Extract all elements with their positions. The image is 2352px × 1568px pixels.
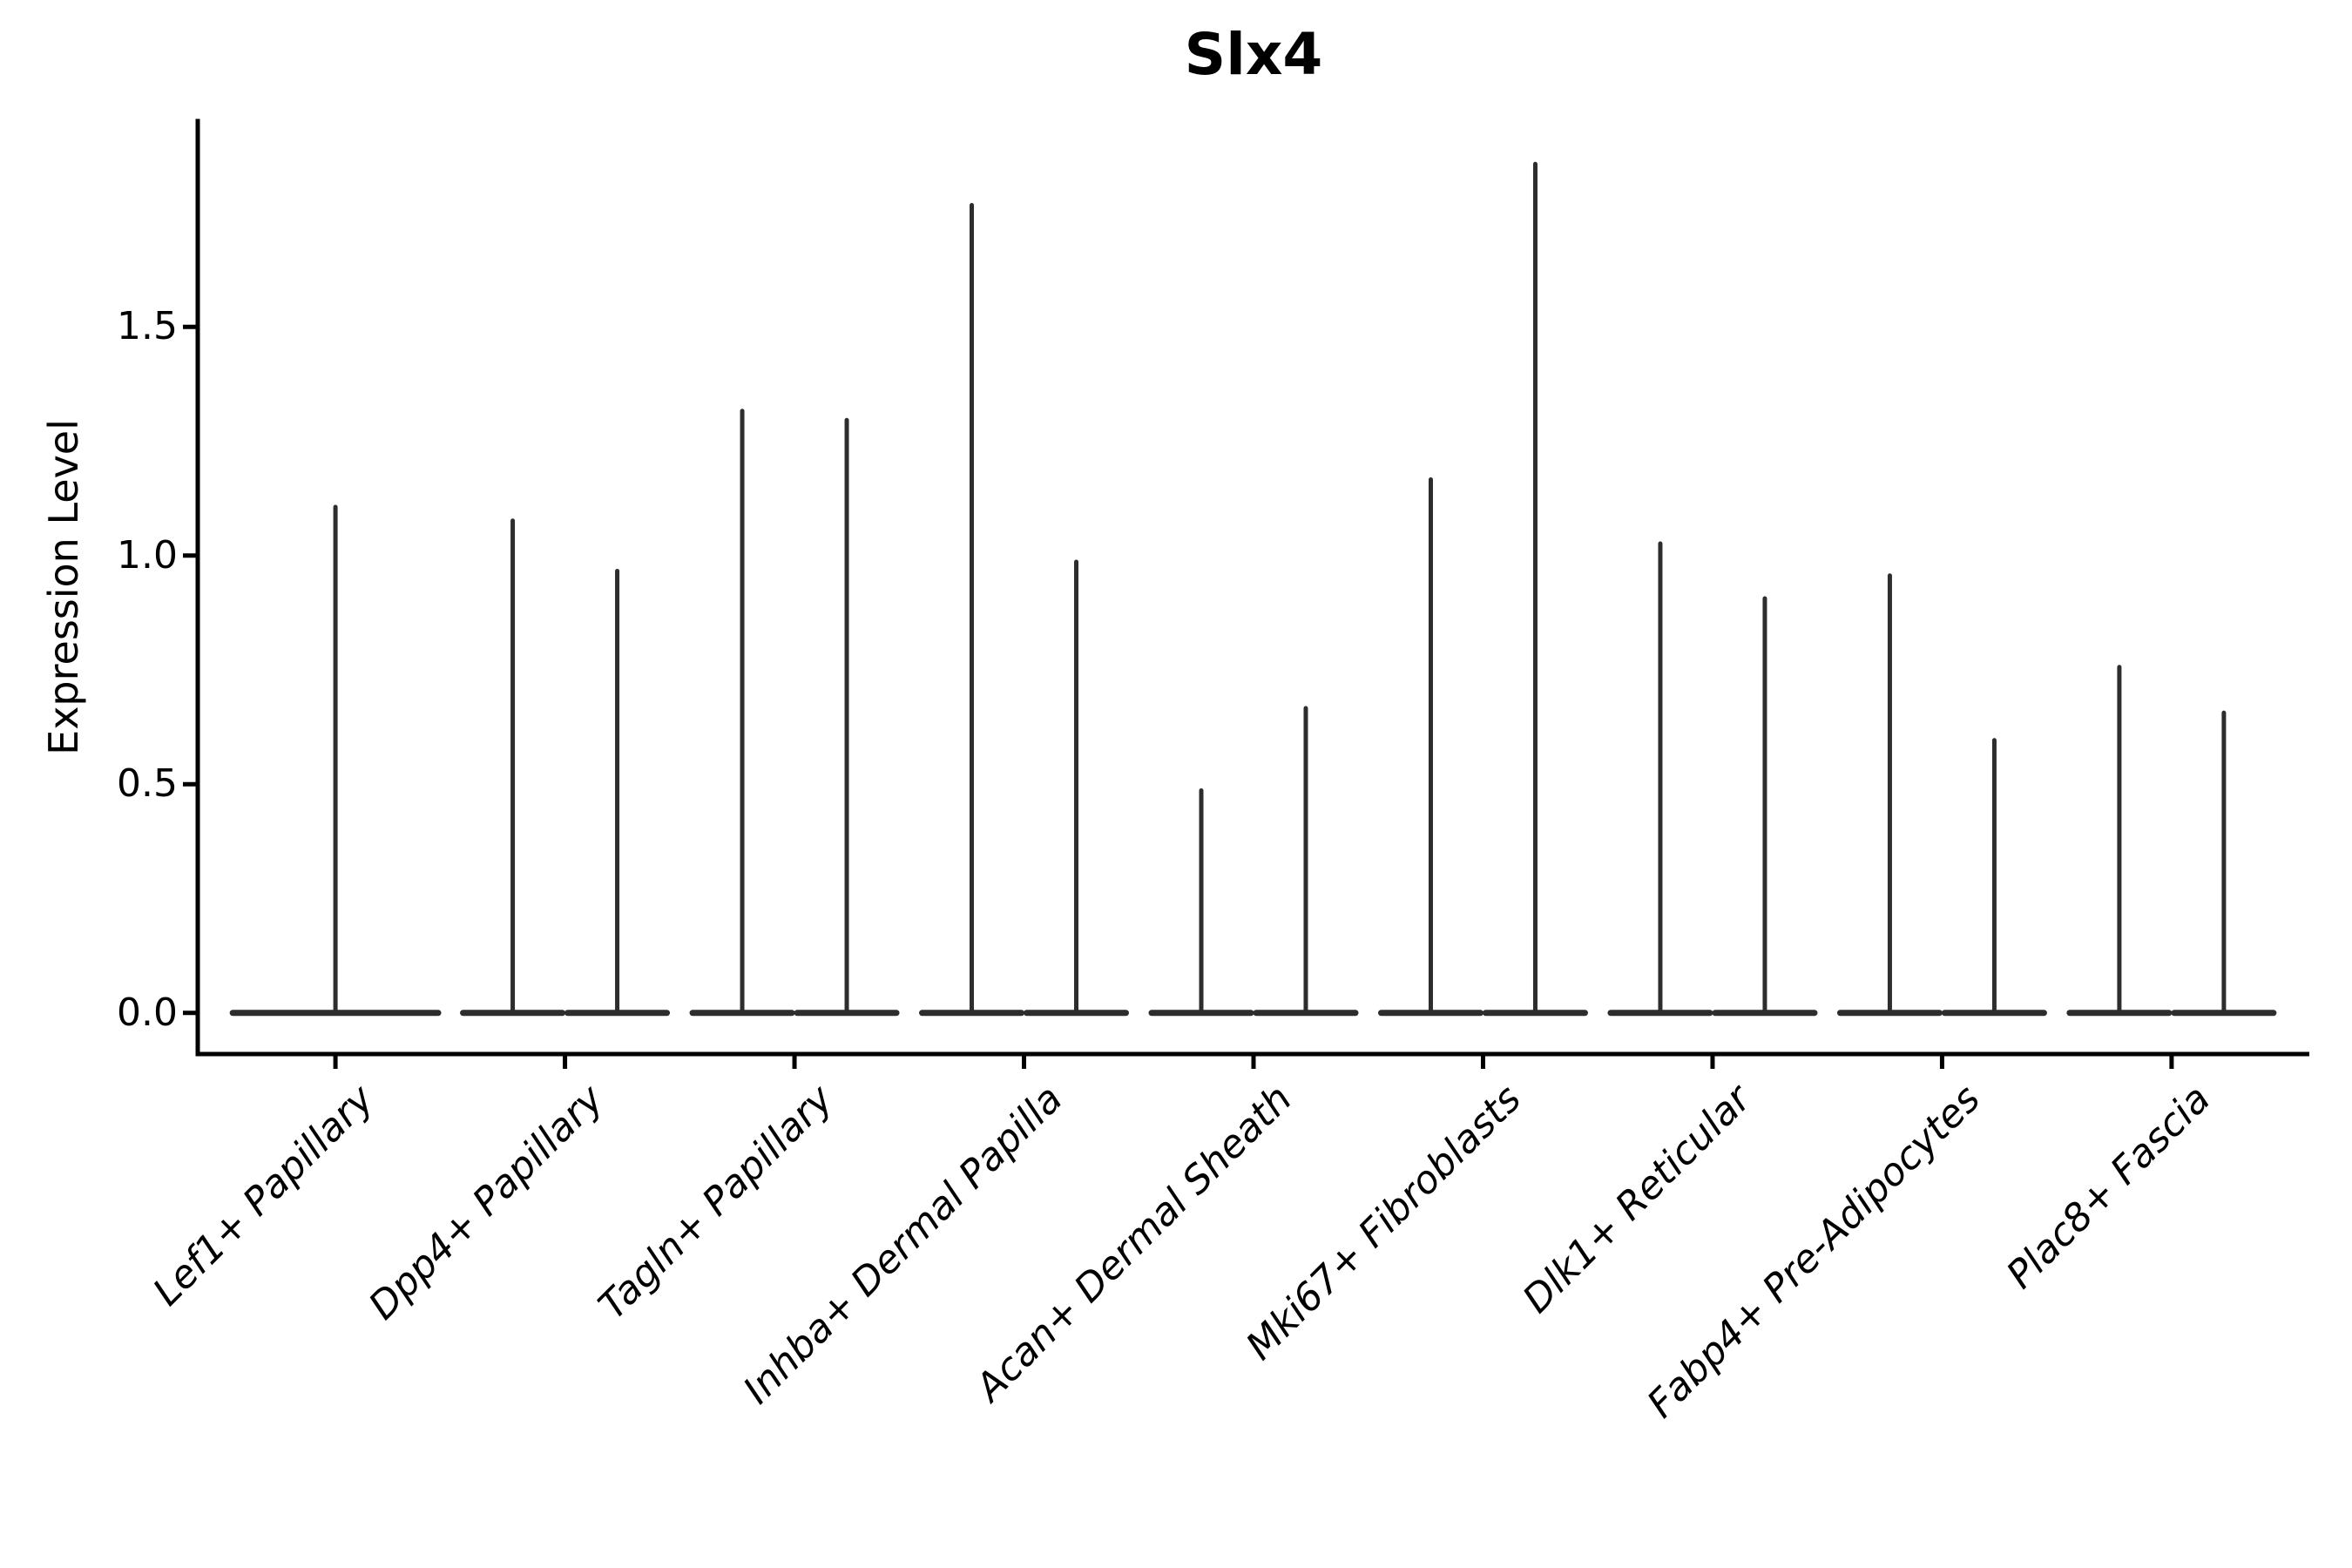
y-tick-label: 0.0 xyxy=(117,990,178,1035)
chart-title: Slx4 xyxy=(1184,21,1323,88)
y-tick-label: 0.5 xyxy=(117,761,178,807)
y-tick-label: 1.0 xyxy=(117,532,178,578)
y-tick-label: 1.5 xyxy=(117,304,178,349)
